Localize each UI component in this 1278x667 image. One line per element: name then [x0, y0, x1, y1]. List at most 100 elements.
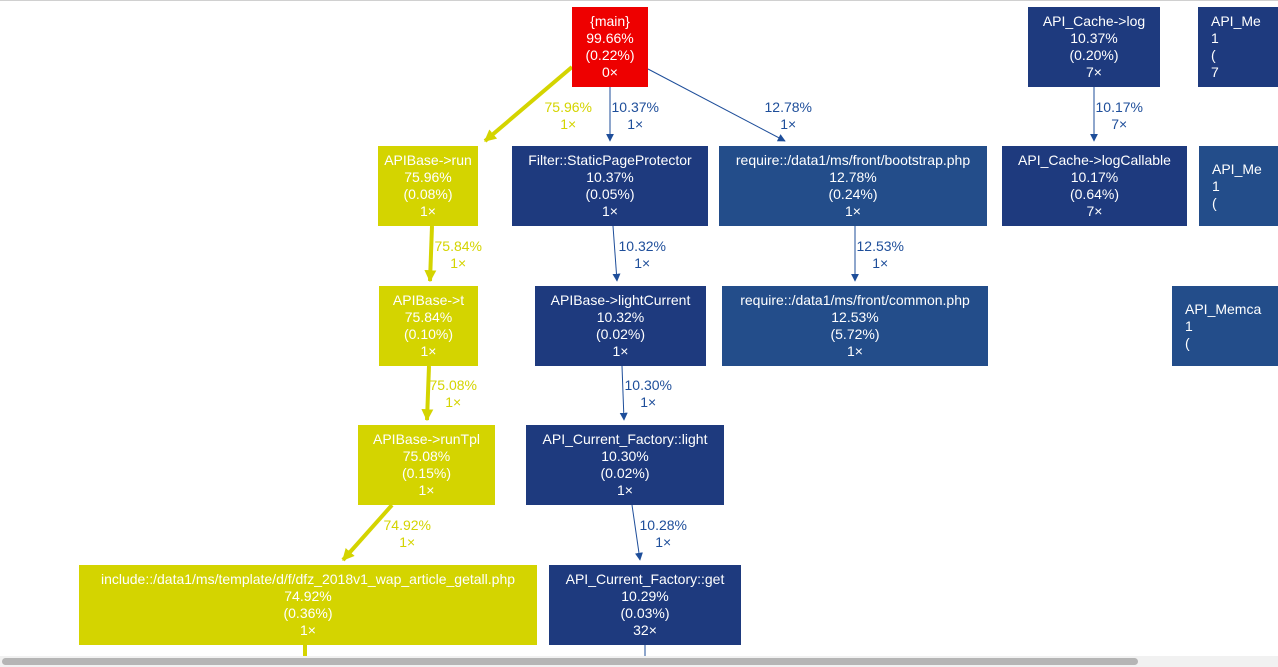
- node-include-template[interactable]: include::/data1/ms/template/d/f/dfz_2018…: [79, 565, 537, 645]
- edge-label-log-to-logcallable: 10.17% 7×: [1096, 99, 1143, 133]
- node-call-count: 7×: [1086, 203, 1103, 219]
- node-function-name: {main}: [590, 13, 630, 29]
- node-inclusive-percent: 10.37%: [1070, 30, 1118, 46]
- edge-runtpl-to-include: [341, 503, 394, 562]
- node-require-common[interactable]: require::/data1/ms/front/common.php 12.53…: [722, 286, 988, 366]
- node-exclusive-percent: (0.36%): [283, 605, 333, 621]
- node-function-name: API_Current_Factory::get: [565, 571, 725, 587]
- edge-percent: 10.37%: [611, 99, 659, 115]
- node-filter-static[interactable]: Filter::StaticPageProtector 10.37% (0.05%)…: [512, 146, 708, 226]
- node-exclusive-percent: (0.02%): [600, 465, 650, 481]
- node-function-name: APIBase->lightCurrent: [550, 292, 691, 308]
- edge-percent: 10.28%: [639, 517, 687, 533]
- edge-percent: 12.53%: [856, 238, 904, 254]
- edge-label-main-to-run: 75.96% 1×: [545, 99, 592, 133]
- edge-lightcurrent-to-light: [619, 365, 628, 421]
- edge-label-filter-to-lightcurrent: 10.32% 1×: [619, 238, 666, 272]
- node-function-name: include::/data1/ms/template/d/f/dfz_2018…: [100, 571, 516, 587]
- horizontal-scrollbar[interactable]: [0, 656, 1278, 667]
- node-inclusive-percent: 75.08%: [402, 448, 451, 464]
- node-function-name: API_Me: [1212, 160, 1262, 177]
- node-exclusive-percent: (5.72%): [830, 326, 880, 342]
- node-apibase-runtpl[interactable]: APIBase->runTpl 75.08% (0.15%) 1×: [358, 425, 495, 505]
- node-call-count: 1×: [418, 482, 435, 498]
- edge-label-run-to-t: 75.84% 1×: [435, 238, 482, 272]
- edge-percent: 75.08%: [429, 377, 477, 393]
- edge-calls: 1×: [780, 116, 797, 132]
- node-inclusive-percent: 12.53%: [831, 309, 879, 325]
- node-function-name: APIBase->t: [392, 292, 465, 308]
- node-function-name: APIBase->run: [384, 152, 472, 168]
- edge-calls: 1×: [450, 255, 467, 271]
- node-apibase-lightcurrent[interactable]: APIBase->lightCurrent 10.32% (0.02%) 1×: [535, 286, 706, 366]
- node-partial-me-1[interactable]: API_Me 1(7: [1198, 7, 1278, 87]
- edge-label-runtpl-to-include: 74.92% 1×: [384, 517, 431, 551]
- node-exclusive-percent: (: [1212, 194, 1217, 211]
- edge-percent: 10.17%: [1095, 99, 1143, 115]
- edge-label-main-to-filter: 10.37% 1×: [612, 99, 659, 133]
- node-exclusive-percent: (0.05%): [585, 186, 635, 202]
- node-call-count: 1×: [847, 343, 863, 359]
- node-exclusive-percent: (: [1185, 334, 1190, 351]
- node-function-name: Filter::StaticPageProtector: [528, 152, 692, 168]
- node-exclusive-percent: (0.20%): [1069, 47, 1119, 63]
- node-function-name: API_Me: [1211, 13, 1261, 29]
- node-function-name: require::/data1/ms/front/common.php: [740, 292, 970, 308]
- node-inclusive-percent: 10.17%: [1070, 169, 1119, 185]
- node-api-current-get[interactable]: API_Current_Factory::get 10.29% (0.03%) 32×: [549, 565, 741, 645]
- edge-percent: 10.30%: [624, 377, 672, 393]
- node-call-count: 1×: [420, 203, 436, 219]
- edge-percent: 74.92%: [383, 517, 431, 533]
- node-inclusive-percent: 12.78%: [829, 169, 877, 185]
- edge-label-bootstrap-to-common: 12.53% 1×: [857, 238, 904, 272]
- node-call-count: 0×: [602, 64, 618, 80]
- node-partial-memca[interactable]: API_Memca 1(: [1172, 286, 1278, 366]
- node-inclusive-percent: 74.92%: [284, 588, 332, 604]
- node-function-name: APIBase->runTpl: [373, 431, 480, 447]
- edge-label-light-to-get: 10.28% 1×: [640, 517, 687, 551]
- node-function-name: API_Current_Factory::light: [542, 431, 708, 447]
- edge-label-t-to-runtpl: 75.08% 1×: [430, 377, 477, 411]
- node-call-count: 32×: [633, 622, 657, 638]
- edge-main-to-bootstrap: [647, 68, 786, 142]
- node-call-count: 7×: [1086, 64, 1102, 80]
- edge-calls: 1×: [399, 534, 416, 550]
- edge-light-to-get: [631, 504, 643, 561]
- node-api-cache-log[interactable]: API_Cache->log 10.37% (0.20%) 7×: [1028, 7, 1160, 87]
- node-inclusive-percent: 10.29%: [621, 588, 669, 604]
- node-inclusive-percent: 10.30%: [601, 448, 649, 464]
- edge-calls: 1×: [655, 534, 672, 550]
- edge-calls: 1×: [640, 394, 657, 410]
- node-exclusive-percent: (0.24%): [828, 186, 878, 202]
- edge-label-lightcurrent-to-light: 10.30% 1×: [625, 377, 672, 411]
- edge-calls: 1×: [872, 255, 889, 271]
- node-main[interactable]: {main} 99.66% (0.22%) 0×: [572, 7, 648, 87]
- edge-filter-to-lightcurrent: [612, 225, 621, 282]
- node-exclusive-percent: (0.22%): [585, 47, 635, 63]
- node-inclusive-percent: 75.96%: [404, 169, 452, 185]
- node-call-count: 1×: [612, 343, 629, 359]
- node-inclusive-percent: 75.84%: [404, 309, 453, 325]
- edge-percent: 75.96%: [544, 99, 592, 115]
- edge-t-to-runtpl: [421, 365, 434, 422]
- edge-label-main-to-bootstrap: 12.78% 1×: [765, 99, 812, 133]
- node-exclusive-percent: (0.02%): [595, 326, 646, 342]
- node-call-count: 1×: [602, 203, 618, 219]
- node-apibase-run[interactable]: APIBase->run 75.96% (0.08%) 1×: [378, 146, 478, 226]
- node-partial-me-2[interactable]: API_Me 1(: [1199, 146, 1278, 226]
- node-call-count: 1×: [420, 343, 437, 359]
- scrollbar-thumb[interactable]: [2, 658, 1138, 665]
- node-call-count: 1×: [845, 203, 861, 219]
- node-api-current-light[interactable]: API_Current_Factory::light 10.30% (0.02%) 1…: [526, 425, 724, 505]
- node-require-bootstrap[interactable]: require::/data1/ms/front/bootstrap.php 12…: [719, 146, 987, 226]
- edge-calls: 7×: [1111, 116, 1128, 132]
- edge-calls: 1×: [634, 255, 651, 271]
- edge-percent: 10.32%: [618, 238, 666, 254]
- node-api-cache-logcallable[interactable]: API_Cache->logCallable 10.17% (0.64%) 7×: [1002, 146, 1187, 226]
- edge-percent: 75.84%: [434, 238, 482, 254]
- node-exclusive-percent: (0.10%): [403, 326, 454, 342]
- node-call-count: 7: [1211, 64, 1219, 80]
- node-apibase-t[interactable]: APIBase->t 75.84% (0.10%) 1×: [379, 286, 478, 366]
